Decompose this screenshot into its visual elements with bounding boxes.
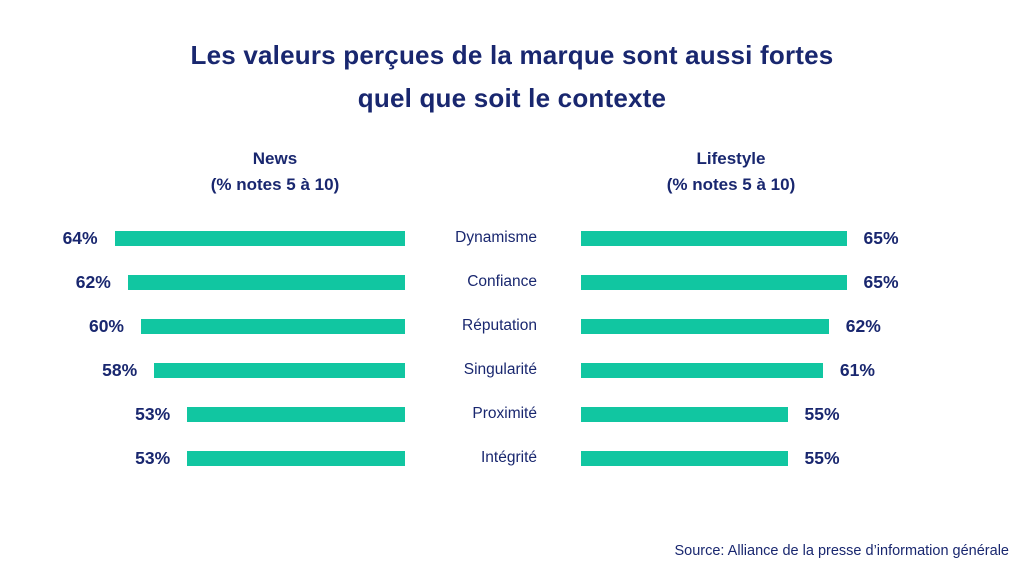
lifestyle-bar-row: 61% xyxy=(581,360,875,380)
lifestyle-bar xyxy=(581,362,823,378)
lifestyle-column-subtitle: (% notes 5 à 10) xyxy=(666,175,796,194)
chart-title-line2: quel que soit le contexte xyxy=(357,83,667,113)
lifestyle-column-header: Lifestyle (% notes 5 à 10) xyxy=(571,146,891,198)
lifestyle-bar xyxy=(581,406,788,422)
news-bar-row: 64% xyxy=(63,228,405,248)
lifestyle-bar-row: 55% xyxy=(581,404,840,424)
news-value-label: 60% xyxy=(88,315,124,336)
news-value-label: 64% xyxy=(62,227,98,248)
news-value-label: 53% xyxy=(135,447,171,468)
lifestyle-bar xyxy=(581,450,788,466)
news-value-label: 58% xyxy=(102,359,138,380)
lifestyle-bar-row: 65% xyxy=(581,228,899,248)
news-value-label: 53% xyxy=(135,403,171,424)
news-bar xyxy=(141,318,405,334)
news-column-subtitle: (% notes 5 à 10) xyxy=(210,175,340,194)
news-bar xyxy=(187,450,405,466)
category-label: Dynamisme xyxy=(455,229,537,246)
chart-title: Les valeurs perçues de la marque sont au… xyxy=(0,34,1024,120)
category-label: Singularité xyxy=(463,361,537,378)
category-label: Intégrité xyxy=(480,449,537,466)
news-bar xyxy=(127,274,405,290)
lifestyle-value-label: 65% xyxy=(863,227,899,248)
news-bar-row: 53% xyxy=(135,448,405,468)
lifestyle-bar-row: 55% xyxy=(581,448,840,468)
lifestyle-value-label: 65% xyxy=(863,271,899,292)
lifestyle-value-label: 55% xyxy=(804,447,840,468)
lifestyle-bar xyxy=(581,274,847,290)
lifestyle-value-label: 62% xyxy=(845,315,881,336)
news-column-header: News (% notes 5 à 10) xyxy=(115,146,435,198)
news-bar-row: 62% xyxy=(76,272,405,292)
news-bar xyxy=(114,230,405,246)
lifestyle-value-label: 61% xyxy=(839,359,875,380)
source-note: Source: Alliance de la presse d’informat… xyxy=(674,543,1009,559)
lifestyle-bar-row: 62% xyxy=(581,316,881,336)
news-bar xyxy=(154,362,405,378)
news-column-title: News xyxy=(252,149,298,168)
lifestyle-bar-row: 65% xyxy=(581,272,899,292)
lifestyle-bar xyxy=(581,318,829,334)
news-bar-row: 58% xyxy=(102,360,405,380)
news-bar-row: 53% xyxy=(135,404,405,424)
news-value-label: 62% xyxy=(75,271,111,292)
lifestyle-value-label: 55% xyxy=(804,403,840,424)
news-bar-row: 60% xyxy=(89,316,405,336)
chart-title-line1: Les valeurs perçues de la marque sont au… xyxy=(190,40,834,70)
category-label: Confiance xyxy=(467,273,537,290)
category-label: Réputation xyxy=(462,317,537,334)
lifestyle-bar xyxy=(581,230,847,246)
news-bar xyxy=(187,406,405,422)
category-label: Proximité xyxy=(472,405,537,422)
lifestyle-column-title: Lifestyle xyxy=(696,149,766,168)
